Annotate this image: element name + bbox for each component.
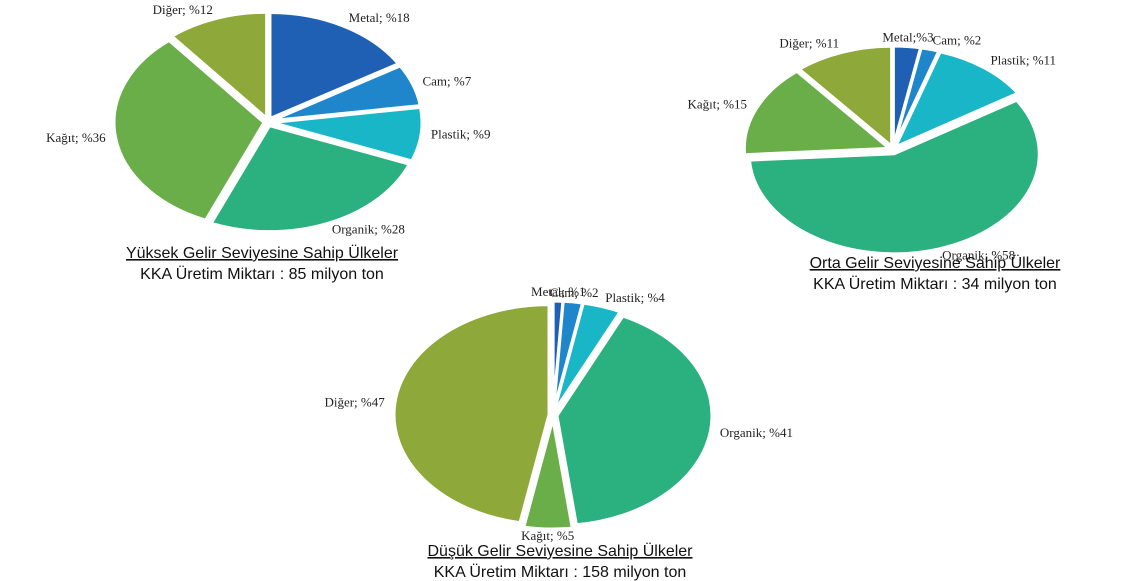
pie-slice xyxy=(271,105,424,163)
data-label: Organik; %41 xyxy=(720,425,793,440)
chart-subtitle: KKA Üretim Miktarı : 85 milyon ton xyxy=(140,265,384,283)
data-label: Kağıt; %15 xyxy=(687,97,747,112)
pie-slice xyxy=(892,46,941,147)
pie-slice xyxy=(271,64,423,123)
pie-slice xyxy=(392,303,551,525)
data-label: Organik; %28 xyxy=(332,222,405,237)
data-label: Kağıt; %36 xyxy=(46,130,106,145)
data-label: Diğer; %12 xyxy=(153,2,213,17)
data-label: Metal; %18 xyxy=(349,10,410,25)
data-label: Plastik; %9 xyxy=(431,126,491,141)
pie-slice xyxy=(892,50,1021,150)
chart-title: Orta Gelir Seviyesine Sahip Ülkeler xyxy=(810,254,1061,272)
chart-subtitle: KKA Üretim Miktarı : 34 milyon ton xyxy=(813,275,1057,293)
data-label: Cam; %7 xyxy=(422,73,471,88)
pie-slice xyxy=(796,44,894,150)
pie-slice xyxy=(521,418,575,531)
data-label: Kağıt; %5 xyxy=(521,528,574,543)
data-label: Metal;%3 xyxy=(882,29,933,44)
data-label: Plastik; %11 xyxy=(990,52,1056,67)
data-label: Plastik; %4 xyxy=(605,290,665,305)
chart-subtitle: KKA Üretim Miktarı : 158 milyon ton xyxy=(434,563,687,581)
pie-slice xyxy=(555,314,714,527)
pie-slice xyxy=(208,123,412,234)
data-label: Cam; %2 xyxy=(550,285,599,300)
pie-slice xyxy=(552,301,623,413)
pie-slice xyxy=(112,38,266,222)
data-label: Diğer; %47 xyxy=(324,395,385,410)
data-label: Metal; %1 xyxy=(531,284,586,299)
data-label: Organik; %58 xyxy=(942,248,1015,263)
pie-slice xyxy=(169,10,269,122)
pie-slice xyxy=(742,69,894,157)
pie-slice xyxy=(747,98,1041,256)
data-label: Cam; %2 xyxy=(933,33,982,48)
pie-slice xyxy=(268,11,401,121)
data-label: Diğer; %11 xyxy=(779,36,839,51)
chart-title: Yüksek Gelir Seviyesine Sahip Ülkeler xyxy=(126,244,399,262)
chart-title: Düşük Gelir Seviyesine Sahip Ülkeler xyxy=(428,542,694,560)
